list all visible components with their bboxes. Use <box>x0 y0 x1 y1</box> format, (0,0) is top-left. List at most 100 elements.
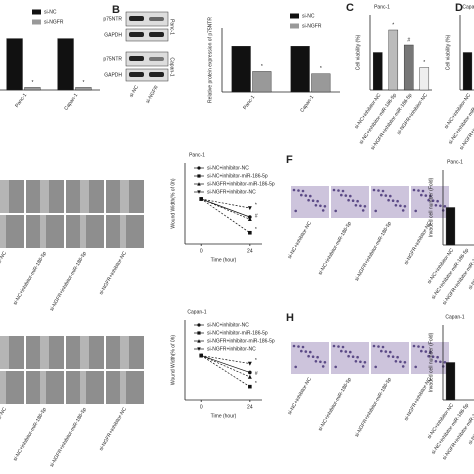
legend-label: si-NGFR <box>302 23 322 29</box>
cell-dot <box>436 199 439 203</box>
legend-label: si-NC <box>302 13 315 19</box>
wound-gap <box>120 180 129 213</box>
cell-dot <box>340 349 343 353</box>
chart-title: Panc-1 <box>374 4 390 10</box>
point <box>248 215 252 219</box>
legend-marker <box>197 331 201 335</box>
cell-dot <box>374 365 378 369</box>
cell-dot <box>434 204 438 207</box>
cell-dot <box>307 198 310 202</box>
cell-dot <box>384 194 388 197</box>
image-label: si-NC+inhibitor-miR-186-5p <box>317 376 353 432</box>
image-label: si-NC+inhibitor-miR-186-5p <box>12 406 48 462</box>
bar <box>445 362 456 401</box>
wound-gap <box>120 215 126 248</box>
legend-marker <box>197 347 201 351</box>
cell-dot <box>429 194 432 198</box>
cell-dot <box>297 189 300 192</box>
image-label: si-NGFR+inhibitor-miR-186-5p <box>49 406 88 468</box>
x-tick-label: 24 <box>247 248 253 254</box>
cell-dot <box>414 365 418 369</box>
cell-dot <box>323 205 327 208</box>
cell-dot <box>347 198 350 202</box>
panel-letter: D <box>455 2 463 14</box>
image-label: si-NC+inhibitor-NC <box>0 406 8 446</box>
cell-dot <box>387 354 390 358</box>
cell-dot <box>424 194 428 197</box>
cell-dot <box>321 365 325 368</box>
x-tick-label: si-NC+inhibitor-NC <box>354 92 383 130</box>
wound-gap <box>40 180 49 213</box>
cell-dot <box>294 365 298 369</box>
cell-dot <box>349 194 352 198</box>
cell-dot <box>323 361 327 364</box>
bar <box>419 67 430 91</box>
x-tick-label: 24 <box>247 404 253 410</box>
legend-label: si-NC+inhibitor-miR-186-5p <box>207 330 268 336</box>
blot-row-label: GAPDH <box>104 32 122 38</box>
cell-dot <box>431 355 435 359</box>
point <box>199 197 204 202</box>
cell-dot <box>344 194 348 197</box>
legend-marker <box>197 190 201 194</box>
cell-dot <box>356 355 359 359</box>
cell-dot <box>319 204 322 208</box>
x-tick-label: Capan-1 <box>299 94 315 113</box>
significance-mark: * <box>31 80 33 86</box>
bar <box>290 46 310 93</box>
wound-gap <box>40 371 46 404</box>
wound-gap <box>80 371 86 404</box>
y-axis-label: Invaded cell number (Fold) <box>428 177 434 237</box>
cell-dot <box>332 344 336 348</box>
legend-marker <box>197 339 201 343</box>
cell-dot <box>381 345 385 349</box>
cell-dot <box>307 354 310 358</box>
cell-dot <box>309 350 312 354</box>
cell-dot <box>391 199 395 202</box>
cell-dot <box>361 209 365 212</box>
image-label: si-NGFR+inhibitor-NC <box>98 250 128 296</box>
cell-dot <box>380 349 383 353</box>
legend-label: si-NC <box>44 9 57 15</box>
y-axis-label: Cell viability (%) <box>445 34 451 70</box>
cell-dot <box>351 355 355 359</box>
legend-label: si-NC+inhibitor-miR-186-5p <box>207 173 268 179</box>
point <box>247 361 252 366</box>
cell-dot <box>424 350 428 353</box>
invasion-image <box>331 186 369 218</box>
cell-dot <box>401 209 405 212</box>
cell-dot <box>316 355 319 359</box>
legend-swatch <box>290 23 299 29</box>
cell-dot <box>417 189 420 192</box>
legend-label: si-NGFR+inhibitor-NC <box>207 189 256 195</box>
cell-dot <box>332 188 336 192</box>
line <box>201 355 250 378</box>
cell-dot <box>309 194 312 198</box>
chart-title: Capan-1 <box>187 309 206 315</box>
cell-dot <box>394 204 398 207</box>
y-axis-label: Relative protein expression of p75NTR <box>207 17 213 103</box>
point <box>247 217 252 222</box>
cell-dot <box>340 193 343 197</box>
legend-label: si-NGFR+inhibitor-miR-186-5p <box>207 338 275 344</box>
legend-marker <box>197 174 201 178</box>
cell-dot <box>337 345 340 348</box>
cell-dot <box>384 350 388 353</box>
significance-mark: # <box>255 214 258 220</box>
cell-dot <box>301 189 305 193</box>
cell-dot <box>381 189 385 193</box>
panel-letter: B <box>112 4 120 16</box>
image-panels <box>0 180 449 404</box>
blot <box>125 11 169 82</box>
cell-dot <box>374 209 378 213</box>
bar <box>24 87 41 91</box>
x-axis-label: Time (hour) <box>211 257 237 263</box>
cell-dot <box>363 205 367 208</box>
image-label: si-NC+inhibitor-miR-186-5p <box>12 250 48 306</box>
cell-dot <box>319 360 322 364</box>
cell-dot <box>389 194 392 198</box>
cell-dot <box>427 354 430 358</box>
invasion-image <box>371 186 409 218</box>
cell-dot <box>301 345 305 349</box>
wound-gap <box>80 180 89 213</box>
